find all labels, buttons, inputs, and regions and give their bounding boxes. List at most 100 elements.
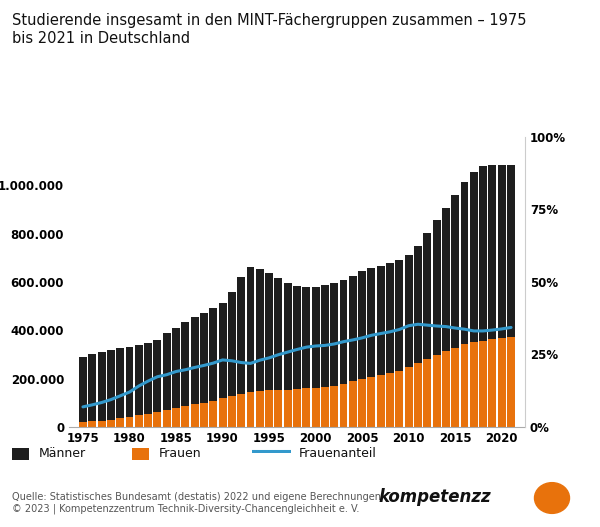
Bar [181, 406, 189, 427]
Bar [116, 418, 124, 427]
Bar [311, 388, 320, 427]
Bar [424, 359, 431, 427]
Bar [218, 304, 227, 398]
Bar [340, 280, 347, 384]
Bar [172, 408, 180, 427]
Bar [163, 410, 170, 427]
Bar [265, 272, 273, 390]
Bar [247, 267, 254, 392]
Bar [135, 345, 143, 415]
Bar [144, 414, 152, 427]
Bar [191, 404, 199, 427]
Bar [107, 419, 115, 427]
Bar [218, 398, 227, 427]
Bar [293, 389, 301, 427]
Bar [163, 333, 170, 410]
Bar [451, 348, 459, 427]
Bar [321, 387, 329, 427]
Bar [293, 286, 301, 389]
Bar [228, 291, 236, 396]
Bar [358, 379, 366, 427]
Bar [172, 328, 180, 408]
Bar [88, 354, 96, 421]
Bar [330, 283, 338, 386]
Text: Quelle: Statistisches Bundesamt (destatis) 2022 und eigene Berechnungen
© 2023 |: Quelle: Statistisches Bundesamt (destati… [12, 492, 381, 514]
Bar [237, 394, 245, 427]
Bar [451, 195, 459, 348]
Bar [228, 396, 236, 427]
Bar [442, 352, 450, 427]
Bar [284, 283, 292, 389]
Bar [367, 377, 376, 427]
Bar [311, 287, 320, 388]
Bar [405, 367, 413, 427]
Bar [349, 382, 357, 427]
Bar [358, 271, 366, 379]
Bar [265, 390, 273, 427]
Bar [116, 348, 124, 418]
Bar [479, 340, 487, 427]
Bar [284, 389, 292, 427]
Bar [144, 343, 152, 414]
Bar [386, 373, 394, 427]
Bar [414, 246, 422, 363]
Bar [377, 266, 385, 375]
Text: Frauen: Frauen [159, 447, 202, 460]
Bar [367, 268, 376, 377]
Bar [507, 337, 515, 427]
Bar [88, 421, 96, 427]
Bar [405, 256, 413, 367]
Bar [461, 344, 469, 427]
Bar [135, 415, 143, 427]
Bar [424, 233, 431, 359]
Bar [256, 269, 264, 391]
Bar [107, 350, 115, 419]
Bar [386, 264, 394, 373]
Bar [302, 287, 310, 388]
Bar [181, 321, 189, 406]
Bar [470, 343, 478, 427]
Bar [377, 375, 385, 427]
Bar [479, 166, 487, 340]
Bar [349, 276, 357, 382]
Text: Studierende insgesamt in den MINT-Fächergruppen zusammen – 1975
bis 2021 in Deut: Studierende insgesamt in den MINT-Fächer… [12, 13, 527, 45]
Bar [470, 172, 478, 343]
Text: Frauenanteil: Frauenanteil [299, 447, 377, 460]
Bar [330, 386, 338, 427]
Bar [488, 339, 496, 427]
Bar [200, 313, 208, 403]
Bar [461, 182, 469, 344]
Bar [256, 391, 264, 427]
Bar [154, 412, 161, 427]
Bar [274, 390, 283, 427]
Bar [209, 308, 217, 401]
Bar [191, 317, 199, 404]
Bar [340, 384, 347, 427]
Bar [125, 417, 133, 427]
Bar [98, 352, 106, 421]
Bar [395, 260, 403, 371]
Bar [433, 220, 440, 355]
Text: kompetenzz: kompetenzz [378, 488, 491, 506]
Bar [209, 401, 217, 427]
Bar [79, 422, 87, 427]
Bar [498, 165, 506, 338]
Bar [498, 338, 506, 427]
Bar [274, 278, 283, 390]
Bar [507, 165, 515, 337]
Bar [414, 363, 422, 427]
Bar [321, 285, 329, 387]
Bar [79, 357, 87, 422]
Bar [442, 208, 450, 352]
Bar [488, 165, 496, 339]
Bar [302, 388, 310, 427]
Bar [200, 403, 208, 427]
Bar [237, 277, 245, 394]
Bar [247, 392, 254, 427]
Text: Männer: Männer [39, 447, 86, 460]
Bar [433, 355, 440, 427]
Bar [154, 340, 161, 412]
Bar [125, 347, 133, 417]
Bar [395, 371, 403, 427]
Circle shape [535, 483, 569, 513]
